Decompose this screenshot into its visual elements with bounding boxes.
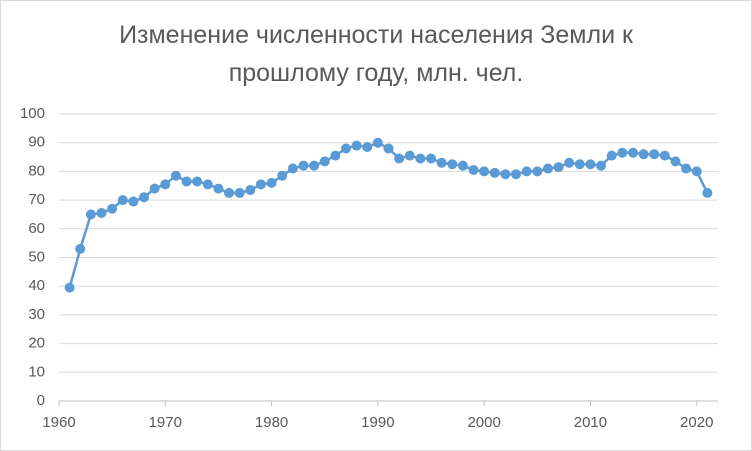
- y-tick-label: 80: [28, 162, 45, 179]
- data-point: [394, 153, 405, 164]
- data-point: [277, 170, 288, 181]
- data-point: [234, 187, 245, 198]
- data-point: [149, 183, 160, 194]
- data-point: [564, 157, 575, 168]
- y-tick-label: 100: [20, 105, 45, 122]
- x-tick-label: 1970: [149, 414, 182, 431]
- y-tick-label: 50: [28, 248, 45, 265]
- data-point: [585, 159, 596, 170]
- x-tick-label: 2010: [574, 414, 607, 431]
- data-point: [309, 160, 320, 171]
- data-point: [436, 157, 447, 168]
- data-point: [532, 166, 543, 177]
- data-point: [287, 163, 298, 174]
- data-point: [192, 176, 203, 187]
- data-point: [426, 153, 437, 164]
- data-point: [617, 147, 628, 158]
- data-point: [574, 159, 585, 170]
- data-point: [500, 169, 511, 180]
- data-point: [139, 192, 150, 203]
- data-point: [96, 208, 107, 219]
- y-tick-label: 10: [28, 363, 45, 380]
- data-point: [245, 185, 256, 196]
- y-tick-label: 60: [28, 220, 45, 237]
- data-point: [117, 195, 128, 206]
- data-point: [107, 203, 118, 214]
- data-point: [511, 169, 522, 180]
- data-point: [670, 156, 681, 167]
- data-point: [224, 187, 235, 198]
- x-tick-label: 1960: [42, 414, 75, 431]
- y-tick-label: 20: [28, 335, 45, 352]
- data-point: [649, 149, 660, 160]
- y-tick-label: 30: [28, 306, 45, 323]
- data-point: [542, 163, 553, 174]
- data-point: [181, 176, 192, 187]
- data-point: [64, 282, 75, 293]
- data-point: [468, 164, 479, 175]
- data-point: [479, 166, 490, 177]
- data-point: [659, 150, 670, 161]
- data-point: [75, 243, 86, 254]
- data-point: [85, 209, 96, 220]
- data-point: [340, 143, 351, 154]
- data-point: [202, 179, 213, 190]
- data-point: [521, 166, 532, 177]
- y-tick-label: 70: [28, 191, 45, 208]
- data-point: [681, 163, 692, 174]
- x-tick-label: 1980: [255, 414, 288, 431]
- x-tick-label: 1990: [361, 414, 394, 431]
- data-point: [362, 142, 373, 153]
- data-point: [170, 170, 181, 181]
- data-point: [404, 150, 415, 161]
- data-point: [351, 140, 362, 151]
- data-point: [489, 167, 500, 178]
- data-point: [383, 143, 394, 154]
- data-point: [372, 137, 383, 148]
- data-point: [415, 153, 426, 164]
- data-point: [638, 149, 649, 160]
- data-point: [447, 159, 458, 170]
- data-point: [606, 150, 617, 161]
- x-tick-label: 2020: [680, 414, 713, 431]
- data-point: [160, 179, 171, 190]
- data-point: [457, 160, 468, 171]
- y-tick-label: 0: [37, 392, 45, 409]
- data-point: [213, 183, 224, 194]
- data-point: [128, 196, 139, 207]
- data-point: [627, 147, 638, 158]
- x-tick-label: 2000: [467, 414, 500, 431]
- y-tick-label: 90: [28, 134, 45, 151]
- data-point: [691, 166, 702, 177]
- data-point: [319, 156, 330, 167]
- data-point: [596, 160, 607, 171]
- data-point: [266, 177, 277, 188]
- data-point: [255, 179, 266, 190]
- chart-title: Изменение численности населения Земли к …: [119, 21, 633, 87]
- series-line: [68, 141, 709, 288]
- y-tick-label: 40: [28, 277, 45, 294]
- data-point: [298, 160, 309, 171]
- data-point: [330, 150, 341, 161]
- data-point: [553, 162, 564, 173]
- data-point: [702, 187, 713, 198]
